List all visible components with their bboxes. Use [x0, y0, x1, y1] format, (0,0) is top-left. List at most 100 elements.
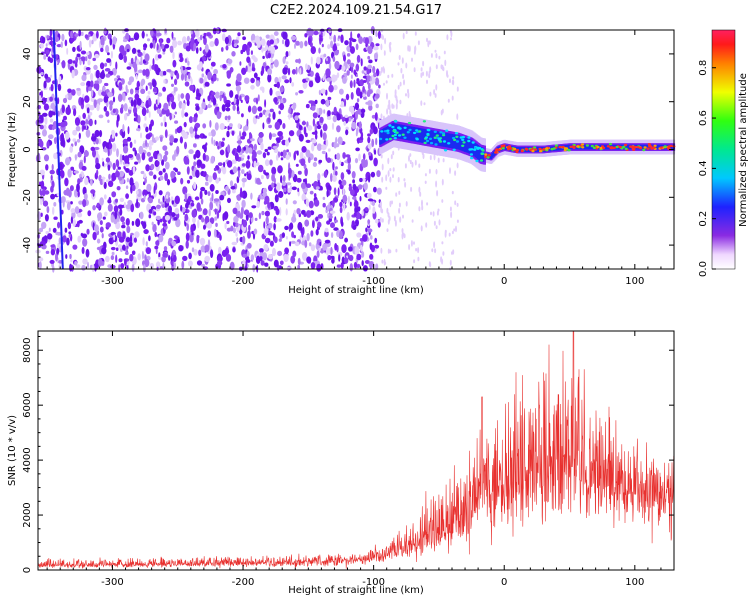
- spectrogram-noise-speck: [385, 186, 388, 190]
- spectrogram-signal-peak: [441, 132, 446, 135]
- spectrogram-noise-speck: [289, 222, 294, 230]
- spectrogram-noise-speck: [304, 219, 310, 227]
- spectrogram-noise-speck: [341, 244, 347, 254]
- spectrogram-noise-speck: [387, 170, 390, 177]
- spectrogram-noise-speck: [267, 68, 273, 76]
- spectrogram-noise-field: [35, 26, 459, 273]
- spectrogram-noise-speck: [246, 250, 250, 257]
- spectrogram-noise-speck: [123, 155, 130, 164]
- spectrogram-noise-speck: [131, 250, 136, 256]
- spectrogram-noise-speck: [371, 114, 376, 119]
- spectrogram-signal-core: [460, 136, 463, 151]
- spectrogram-signal-peak: [663, 145, 667, 148]
- spectrogram-noise-speck: [288, 50, 291, 57]
- spectrogram-noise-speck: [414, 159, 417, 166]
- spectrogram-noise-speck: [156, 161, 160, 166]
- spectrogram-noise-speck: [134, 231, 140, 238]
- spectrogram-noise-speck: [346, 53, 351, 57]
- spectrogram-noise-speck: [130, 99, 134, 107]
- spectrogram-noise-speck: [200, 186, 206, 192]
- spectrogram-noise-speck: [375, 30, 378, 37]
- spectrogram-noise-speck: [280, 175, 283, 184]
- spectrogram-noise-speck: [356, 253, 362, 261]
- spectrogram-signal-peak: [476, 146, 480, 149]
- spectrogram-signal-peak: [428, 137, 433, 140]
- spectrogram-noise-speck: [279, 260, 284, 266]
- spectrogram-noise-speck: [365, 227, 368, 233]
- spectrogram-noise-speck: [135, 74, 138, 80]
- spectrogram-noise-speck: [124, 163, 130, 167]
- spectrogram-noise-speck: [194, 196, 200, 201]
- spectrogram-noise-speck: [156, 32, 162, 37]
- spectrogram-noise-speck: [118, 258, 123, 263]
- spectrogram-noise-speck: [324, 239, 331, 244]
- spectrogram-noise-speck: [72, 129, 78, 136]
- spectrogram-noise-speck: [70, 166, 75, 171]
- spectrogram-noise-speck: [268, 132, 272, 141]
- spectrogram-signal-peak: [385, 138, 389, 141]
- spectrogram-noise-speck: [161, 159, 165, 166]
- spectrogram-noise-speck: [277, 131, 283, 137]
- spectrogram-noise-speck: [110, 246, 116, 251]
- spectrogram-noise-speck: [63, 115, 67, 121]
- spectrogram-noise-speck: [302, 196, 307, 200]
- spectrogram-noise-speck: [137, 253, 141, 261]
- spectrogram-noise-speck: [360, 244, 363, 252]
- spectrogram-noise-speck: [282, 123, 286, 129]
- spectrogram-noise-speck: [355, 211, 361, 220]
- spectrogram-noise-speck: [388, 103, 391, 111]
- spectrogram-noise-speck: [335, 166, 338, 170]
- spectrogram-noise-speck: [274, 194, 279, 203]
- spectrogram-noise-speck: [80, 120, 86, 126]
- spectrogram-noise-speck: [380, 113, 383, 119]
- spectrogram-noise-speck: [362, 234, 368, 242]
- spectrogram-noise-speck: [223, 161, 226, 168]
- spectrogram-noise-speck: [252, 151, 257, 159]
- spectrogram-noise-speck: [385, 174, 388, 182]
- spectrogram-signal-peak: [379, 137, 383, 141]
- spectrogram-signal-peak: [469, 153, 473, 156]
- spectrogram-signal-core: [447, 133, 450, 148]
- spectrogram-noise-speck: [236, 176, 240, 184]
- spectrogram-signal-core: [586, 144, 589, 150]
- spectrogram-noise-speck: [430, 211, 432, 216]
- spectrogram-noise-speck: [193, 181, 197, 190]
- spectrogram-noise-speck: [244, 173, 247, 177]
- spectrogram-noise-speck: [423, 102, 426, 106]
- spectrogram-x-axis-label: Height of straight line (km): [288, 285, 424, 296]
- spectrogram-noise-speck: [255, 97, 259, 105]
- spectrogram-noise-speck: [355, 219, 359, 227]
- spectrogram-noise-speck: [75, 56, 78, 64]
- spectrogram-noise-speck: [46, 206, 50, 214]
- spectrogram-noise-speck: [334, 49, 339, 56]
- spectrogram-noise-speck: [212, 97, 217, 106]
- spectrogram-noise-speck: [382, 66, 385, 72]
- spectrogram-noise-speck: [112, 162, 116, 171]
- spectrogram-noise-speck: [203, 171, 207, 177]
- spectrogram-noise-speck: [170, 170, 176, 179]
- spectrogram-signal-peak: [467, 136, 471, 139]
- spectrogram-noise-speck: [318, 247, 321, 252]
- spectrogram-noise-speck: [325, 89, 328, 96]
- spectrogram-noise-speck: [441, 108, 444, 114]
- spectrogram-noise-speck: [111, 191, 117, 198]
- spectrogram-noise-speck: [72, 219, 77, 227]
- spectrogram-noise-speck: [197, 37, 201, 42]
- spectrogram-noise-speck: [44, 73, 49, 79]
- spectrogram-noise-speck: [108, 173, 111, 180]
- spectrogram-noise-speck: [202, 152, 206, 161]
- spectrogram-signal-peak: [639, 146, 643, 150]
- spectrogram-signal-peak: [442, 133, 446, 137]
- spectrogram-noise-speck: [452, 79, 455, 86]
- spectrogram-noise-speck: [401, 57, 404, 64]
- spectrogram-noise-speck: [312, 118, 316, 127]
- spectrogram-noise-speck: [273, 148, 279, 153]
- spectrogram-noise-speck: [205, 142, 208, 146]
- spectrogram-noise-speck: [381, 259, 384, 264]
- spectrogram-noise-speck: [107, 119, 110, 124]
- spectrogram-noise-speck: [354, 102, 360, 111]
- spectrogram-signal-core: [422, 128, 425, 143]
- spectrogram-noise-speck: [105, 222, 112, 228]
- spectrogram-noise-speck: [368, 261, 375, 268]
